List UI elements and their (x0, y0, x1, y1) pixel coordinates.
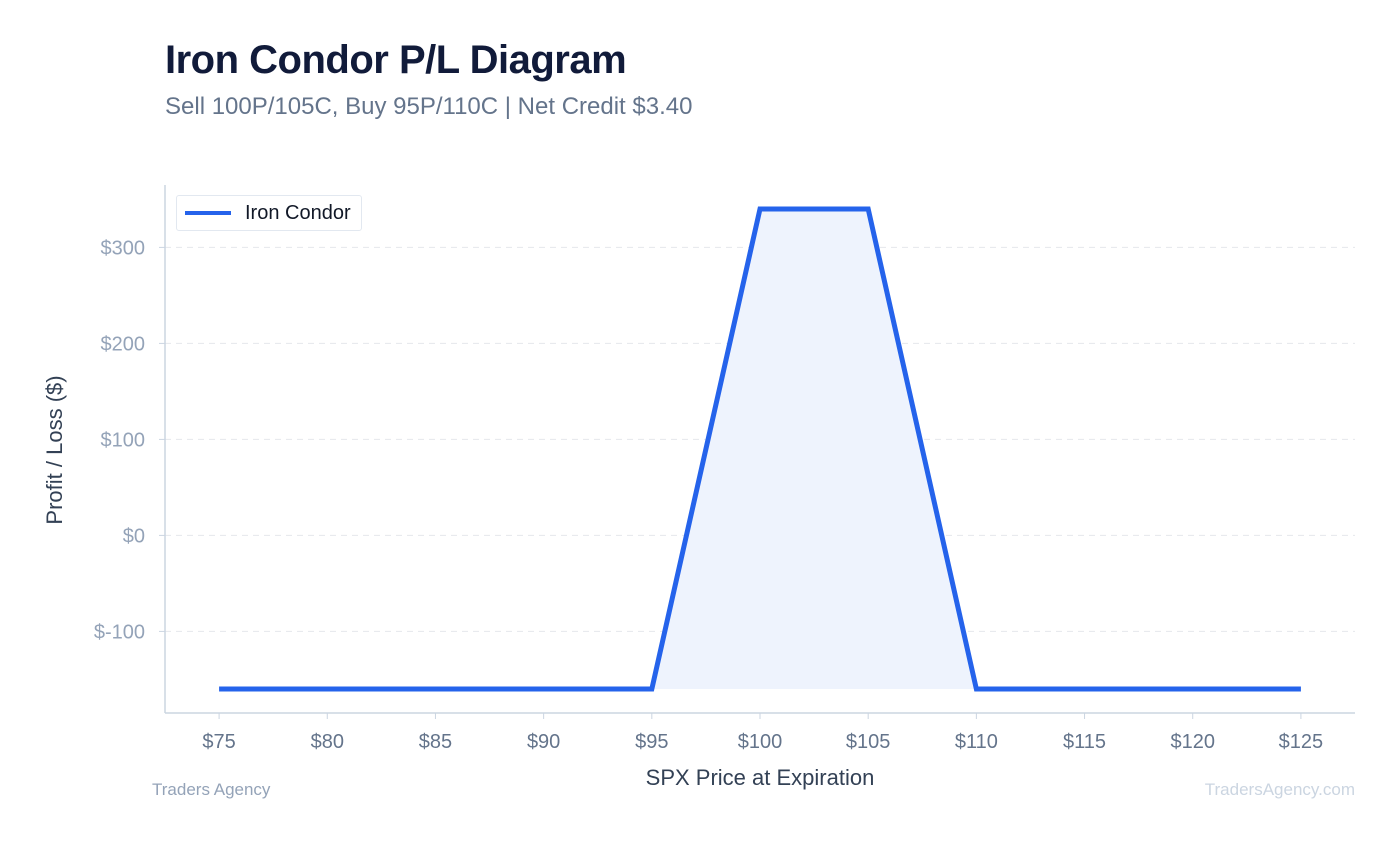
x-tick-label: $95 (635, 731, 668, 753)
x-tick-label: $85 (419, 731, 452, 753)
x-axis-label: SPX Price at Expiration (646, 765, 875, 790)
x-tick-label: $75 (202, 731, 235, 753)
y-tick-label: $300 (101, 237, 146, 259)
x-tick-label: $100 (738, 731, 783, 753)
chart-subtitle: Sell 100P/105C, Buy 95P/110C | Net Credi… (165, 93, 693, 120)
y-tick-label: $200 (101, 333, 146, 355)
legend-label-iron-condor: Iron Condor (245, 201, 351, 224)
y-tick-label: $-100 (94, 621, 145, 643)
series-line-iron-condor (219, 206, 1301, 692)
x-tick-label: $125 (1279, 731, 1324, 753)
y-tick-label: $0 (123, 525, 145, 547)
y-tick-label: $100 (101, 429, 146, 451)
x-tick-label: $120 (1170, 731, 1215, 753)
x-tick-label: $110 (955, 731, 998, 753)
footer-brand: Traders Agency (152, 780, 271, 799)
series-lines (219, 206, 1301, 692)
y-axis-label: Profit / Loss ($) (42, 375, 67, 524)
profit-area (219, 209, 1301, 689)
x-tick-label: $80 (311, 731, 344, 753)
series-area (219, 209, 1301, 689)
footer-url[interactable]: TradersAgency.com (1204, 780, 1355, 799)
chart-title: Iron Condor P/L Diagram (165, 38, 627, 82)
legend-swatch-iron-condor (185, 211, 231, 215)
y-axis-ticks: $-100 $0 $100 $200 $300 (94, 237, 165, 643)
x-tick-label: $105 (846, 731, 891, 753)
x-tick-label: $115 (1063, 731, 1106, 753)
x-tick-label: $90 (527, 731, 560, 753)
chart-legend: Iron Condor (176, 195, 362, 231)
x-axis-ticks: $75 $80 $85 $90 $95 $100 $105 $110 $115 $120 $125 (202, 713, 1323, 753)
